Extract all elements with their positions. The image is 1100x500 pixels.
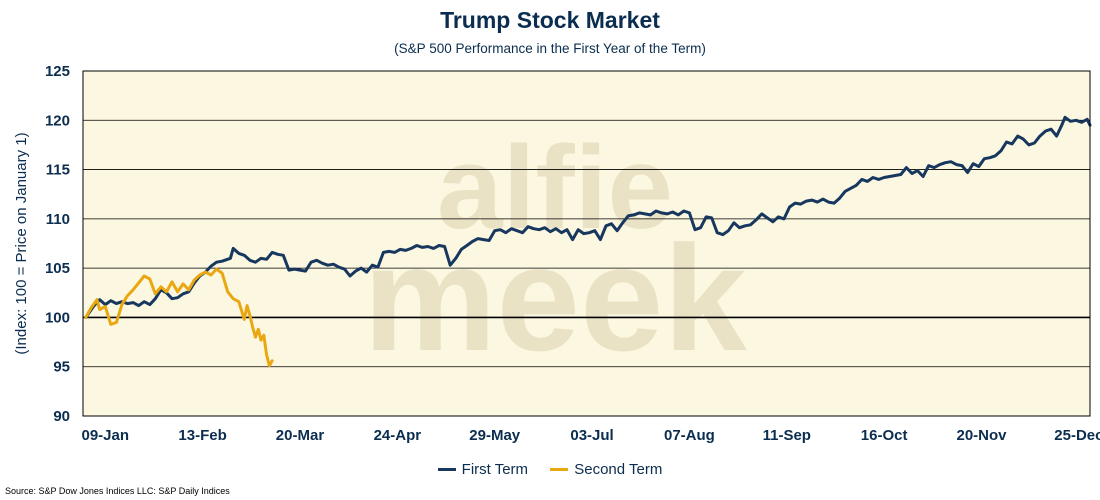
- y-tick-label: 95: [53, 359, 70, 376]
- x-tick-label: 13-Feb: [178, 427, 226, 444]
- y-tick-label: 120: [45, 112, 70, 129]
- y-axis-label: (Index: 100 = Price on January 1): [13, 132, 30, 354]
- source-note: Source: S&P Dow Jones Indices LLC: S&P D…: [5, 486, 230, 496]
- series-layer: [84, 115, 1092, 368]
- watermark-text: alfie: [437, 122, 673, 254]
- x-tick-label: 24-Apr: [374, 427, 422, 444]
- y-tick-label: 100: [45, 309, 70, 326]
- legend-item-second-term: Second Term: [550, 461, 662, 478]
- legend-label-first-term: First Term: [461, 461, 529, 478]
- chart-title: Trump Stock Market: [440, 7, 660, 33]
- series-line-first-term: [84, 115, 1092, 319]
- x-tick-label: 29-May: [469, 427, 521, 444]
- legend-swatch-first-term: [437, 467, 456, 471]
- legend-item-first-term: First Term: [437, 461, 529, 478]
- plot-area: [83, 71, 1090, 416]
- chart-subtitle: (S&P 500 Performance in the First Year o…: [394, 41, 706, 56]
- series-line-second-term: [84, 267, 274, 368]
- y-tick-label: 110: [46, 211, 70, 228]
- x-tick-label: 25-Dec: [1054, 427, 1100, 444]
- x-tick-label: 07-Aug: [664, 427, 715, 444]
- x-axis-ticks: 09-Jan 13-Feb 20-Mar 24-Apr 29-May 03-Jul 07-A…: [81, 427, 1100, 444]
- x-tick-label: 20-Nov: [956, 427, 1007, 444]
- y-tick-label: 115: [46, 162, 70, 179]
- x-tick-label: 09-Jan: [81, 427, 129, 444]
- x-tick-label: 11-Sep: [763, 427, 811, 444]
- watermark-text: meek: [363, 214, 747, 382]
- x-tick-label: 16-Oct: [861, 427, 908, 444]
- y-tick-label: 90: [53, 408, 70, 425]
- y-axis-ticks: 90 95 100 105 110 115 120 125: [45, 63, 70, 425]
- x-tick-label: 20-Mar: [276, 427, 325, 444]
- legend: First Term Second Term: [0, 461, 1100, 478]
- x-tick-label: 03-Jul: [570, 427, 613, 444]
- y-tick-label: 125: [45, 63, 70, 80]
- legend-label-second-term: Second Term: [574, 461, 663, 478]
- plot-border: [82, 70, 1091, 417]
- legend-swatch-second-term: [550, 467, 569, 471]
- y-tick-label: 105: [45, 260, 70, 277]
